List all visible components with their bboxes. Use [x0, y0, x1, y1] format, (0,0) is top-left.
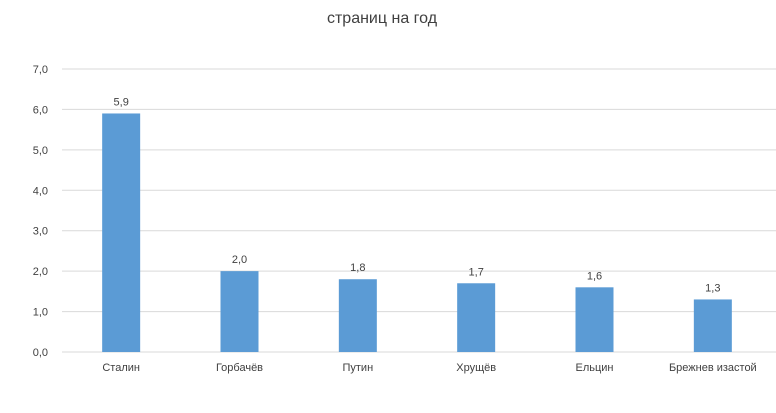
bar	[220, 271, 259, 352]
data-label: 1,7	[469, 266, 484, 278]
gridlines	[62, 68, 776, 353]
y-tick-label: 7,0	[33, 64, 48, 76]
bar	[338, 279, 377, 352]
bar	[693, 299, 732, 352]
data-label: 5,9	[114, 96, 129, 108]
y-tick-label: 0,0	[33, 347, 48, 359]
bar	[575, 287, 614, 352]
y-tick-label: 3,0	[33, 226, 48, 238]
y-axis-ticks: 0,0 1,0 2,0 3,0 4,0 5,0 6,0 7,0	[33, 64, 48, 359]
data-label: 1,3	[705, 282, 720, 294]
y-tick-label: 5,0	[33, 145, 48, 157]
y-tick-label: 4,0	[33, 185, 48, 197]
x-axis-categories: Сталин Горбачёв Путин Хрущёв Ельцин Брежнев и…	[102, 362, 756, 374]
y-tick-label: 6,0	[33, 104, 48, 116]
category-label: Сталин	[102, 362, 140, 374]
bar	[457, 283, 496, 352]
data-label: 1,6	[587, 270, 602, 282]
data-labels: 5,9 2,0 1,8 1,7 1,6 1,3	[114, 96, 721, 294]
data-label: 2,0	[232, 254, 247, 266]
category-label: Горбачёв	[216, 362, 263, 374]
category-label: Брежнев изастой	[669, 362, 757, 374]
category-label: Ельцин	[575, 362, 613, 374]
y-tick-label: 1,0	[33, 307, 48, 319]
data-label: 1,8	[350, 262, 365, 274]
category-label: Путин	[342, 362, 373, 374]
category-label: Хрущёв	[456, 362, 496, 374]
bars	[102, 113, 732, 352]
y-tick-label: 2,0	[33, 266, 48, 278]
bar	[102, 113, 141, 352]
chart-title: страниц на год	[326, 10, 438, 27]
